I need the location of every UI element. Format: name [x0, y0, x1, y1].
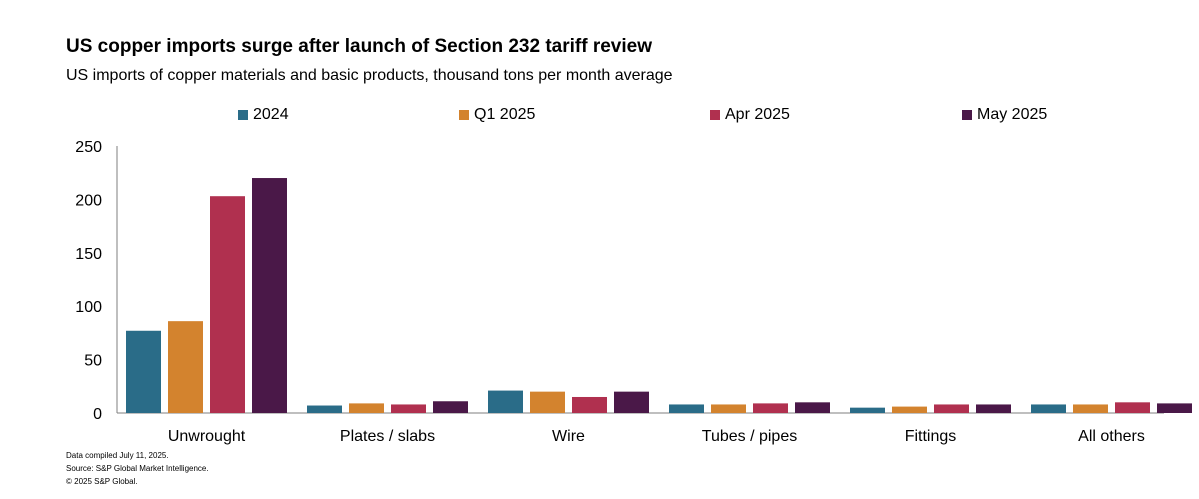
legend-swatch-2024	[238, 110, 248, 120]
bar-wire-may-2025	[614, 391, 649, 413]
bar-tubes-pipes-q1-2025	[711, 404, 746, 413]
y-tick-label: 100	[75, 299, 102, 316]
legend-label-apr-2025: Apr 2025	[725, 106, 790, 123]
y-tick-label: 150	[75, 246, 102, 263]
bar-tubes-pipes-may-2025	[795, 402, 830, 413]
footnote-compiled: Data compiled July 11, 2025.	[66, 451, 169, 460]
y-tick-label: 50	[84, 353, 102, 370]
x-tick-label: Wire	[552, 428, 585, 445]
bar-unwrought-q1-2025	[168, 321, 203, 413]
y-tick-label: 200	[75, 192, 102, 209]
x-tick-label: Unwrought	[168, 428, 246, 445]
bar-plates-slabs-may-2025	[433, 401, 468, 413]
bar-all-others-q1-2025	[1073, 404, 1108, 413]
bar-unwrought-2024	[126, 330, 161, 413]
chart-subtitle: US imports of copper materials and basic…	[66, 67, 673, 84]
bar-wire-2024	[488, 390, 523, 413]
legend-swatch-apr-2025	[710, 110, 720, 120]
bar-tubes-pipes-2024	[669, 404, 704, 413]
bar-fittings-2024	[850, 407, 885, 413]
bar-all-others-may-2025	[1157, 403, 1192, 413]
legend-label-q1-2025: Q1 2025	[474, 106, 536, 123]
bar-tubes-pipes-apr-2025	[753, 403, 788, 413]
x-tick-label: Plates / slabs	[340, 428, 435, 445]
chart-title: US copper imports surge after launch of …	[66, 36, 652, 57]
x-tick-label: Tubes / pipes	[702, 428, 797, 445]
y-tick-label: 0	[93, 406, 102, 423]
bar-unwrought-may-2025	[252, 178, 287, 413]
footnote-copyright: © 2025 S&P Global.	[66, 477, 138, 486]
bar-wire-apr-2025	[572, 396, 607, 413]
bar-all-others-2024	[1031, 404, 1066, 413]
legend-item-q1-2025: Q1 2025	[459, 106, 535, 124]
bar-unwrought-apr-2025	[210, 196, 245, 413]
bar-plates-slabs-apr-2025	[391, 404, 426, 413]
legend-swatch-may-2025	[962, 110, 972, 120]
legend-label-may-2025: May 2025	[977, 106, 1048, 123]
bar-fittings-apr-2025	[934, 404, 969, 413]
bar-all-others-apr-2025	[1115, 402, 1150, 413]
x-tick-label: Fittings	[905, 428, 957, 445]
bar-plates-slabs-q1-2025	[349, 403, 384, 413]
legend-item-may-2025: May 2025	[962, 106, 1047, 124]
legend-item-2024: 2024	[238, 106, 289, 124]
bar-fittings-may-2025	[976, 404, 1011, 413]
legend-swatch-q1-2025	[459, 110, 469, 120]
bar-fittings-q1-2025	[892, 406, 927, 413]
legend-item-apr-2025: Apr 2025	[710, 106, 790, 124]
y-tick-label: 250	[75, 139, 102, 156]
legend-label-2024: 2024	[253, 106, 289, 123]
bar-plates-slabs-2024	[307, 405, 342, 413]
footnote-source: Source: S&P Global Market Intelligence.	[66, 464, 209, 473]
bar-wire-q1-2025	[530, 391, 565, 413]
x-tick-label: All others	[1078, 428, 1145, 445]
